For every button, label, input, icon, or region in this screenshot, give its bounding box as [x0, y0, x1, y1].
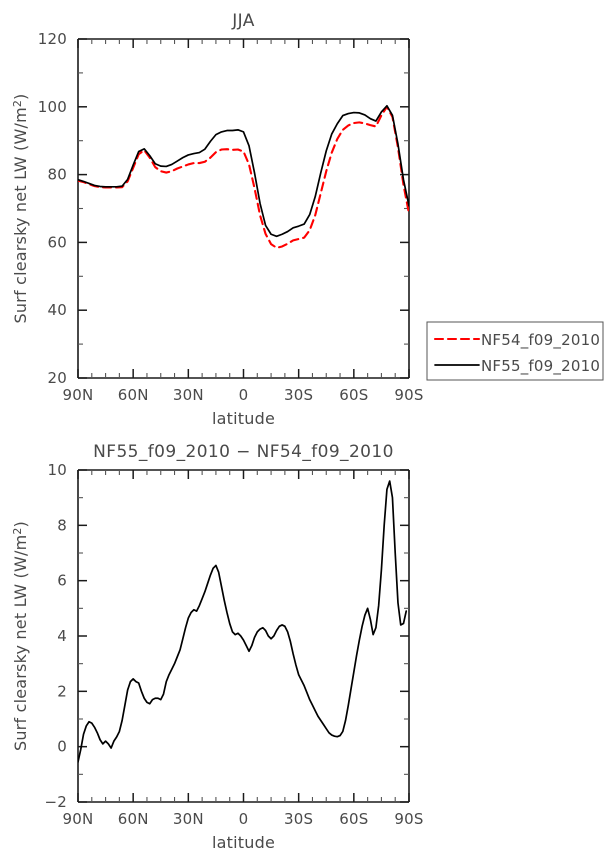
chart-panel-bottom: NF55_f09_2010 − NF54_f09_2010 90N 60N 30N 0 3…: [11, 442, 423, 852]
y-axis-label-close: ): [11, 93, 30, 99]
y-tick-label: 6: [57, 572, 67, 590]
data-series-group: [78, 480, 408, 763]
y-axis-label-base: Surf clearsky net LW (W/m: [11, 535, 30, 751]
x-tick-label: 30S: [284, 386, 313, 404]
x-tick-label: 60S: [339, 810, 368, 828]
x-tick-label: 0: [239, 386, 249, 404]
y-tick-label: 4: [57, 627, 67, 645]
y-axis-label: Surf clearsky net LW (W/m2): [11, 93, 30, 323]
x-tick-label: 60N: [118, 810, 149, 828]
x-tick-label: 90S: [394, 810, 423, 828]
x-tick-label: 90N: [63, 386, 94, 404]
y-axis-label-close: ): [11, 521, 30, 527]
series-line-0: [78, 105, 409, 249]
y-tick-label: 100: [38, 98, 67, 116]
x-tick-label: 30N: [173, 386, 204, 404]
y-axis-label-superscript: 2: [11, 527, 24, 534]
y-tick-label: 0: [57, 738, 67, 756]
y-axis-label-base: Surf clearsky net LW (W/m: [11, 107, 30, 323]
y-tick-label: 2: [57, 682, 67, 700]
series-line-1: [78, 104, 409, 238]
x-tick-label: 30S: [284, 810, 313, 828]
x-tick-label: 60S: [339, 386, 368, 404]
y-tick-label: 10: [48, 461, 68, 479]
y-tick-label: 20: [48, 369, 68, 387]
y-tick-label: −2: [44, 793, 67, 811]
x-axis-label: latitude: [212, 833, 275, 852]
y-tick-label: 60: [48, 233, 68, 251]
chart-panel-top: JJA 90N 60N 30N 0 30S 60S 90S 20 40 60 80 100 120 lati…: [11, 11, 423, 428]
y-tick-label: 40: [48, 301, 68, 319]
series-line-0: [78, 480, 408, 763]
x-tick-label: 90N: [63, 810, 94, 828]
y-tick-label: 8: [57, 516, 67, 534]
x-tick-label: 0: [239, 810, 249, 828]
y-tick-label: 120: [38, 30, 67, 48]
chart-title: JJA: [231, 11, 255, 31]
x-tick-label: 60N: [118, 386, 149, 404]
legend-border: [426, 321, 604, 381]
y-axis-label-superscript: 2: [11, 100, 24, 107]
legend[interactable]: NF54_f09_2010 NF55_f09_2010: [426, 321, 604, 381]
data-series-group: [78, 104, 409, 249]
x-tick-label: 90S: [394, 386, 423, 404]
legend-label-0[interactable]: NF54_f09_2010: [481, 331, 600, 350]
chart-title: NF55_f09_2010 − NF54_f09_2010: [93, 442, 394, 462]
x-tick-label: 30N: [173, 810, 204, 828]
y-tick-label: 80: [48, 166, 68, 184]
legend-label-1[interactable]: NF55_f09_2010: [481, 357, 600, 376]
x-axis-label: latitude: [212, 409, 275, 428]
y-axis-label: Surf clearsky net LW (W/m2): [11, 521, 30, 751]
